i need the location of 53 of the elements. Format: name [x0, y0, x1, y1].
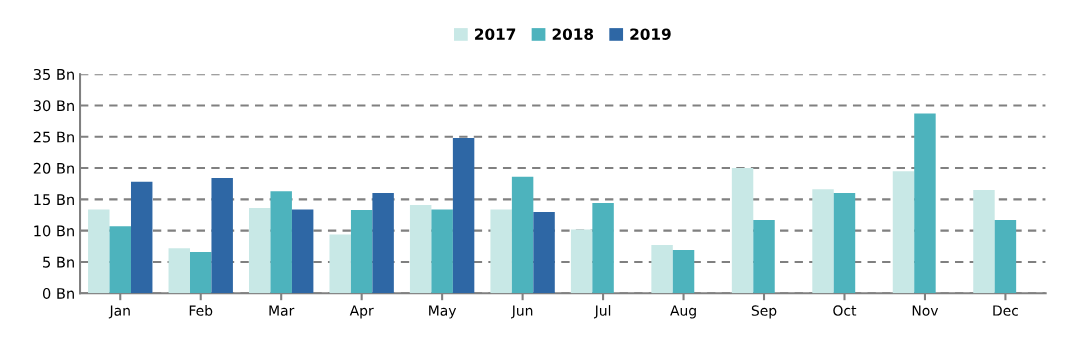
bar — [249, 208, 271, 294]
bar — [88, 209, 110, 294]
bar — [812, 189, 834, 294]
bar — [452, 138, 475, 294]
bar — [190, 251, 212, 294]
bar — [533, 211, 555, 294]
y-tick-label: 5 Bn — [43, 256, 74, 268]
y-tick-label: 35 Bn — [33, 68, 74, 80]
bar — [168, 248, 190, 294]
bar — [490, 209, 512, 294]
x-tick-label: Jul — [593, 305, 611, 319]
bar — [130, 181, 153, 294]
bar — [592, 203, 614, 294]
x-tick-label: Jun — [511, 305, 533, 319]
y-tick-label: 25 Bn — [33, 131, 74, 143]
x-tick-label: Nov — [912, 305, 939, 316]
x-tick-label: Dec — [993, 305, 1018, 316]
y-tick-label: 10 Bn — [34, 225, 74, 237]
y-tick-label: 15 Bn — [34, 194, 74, 206]
x-tick-label: Feb — [189, 305, 213, 316]
bar — [994, 220, 1017, 294]
x-tick-label: Aug — [670, 305, 696, 319]
bar — [270, 191, 292, 294]
y-tick-label: 20 Bn — [33, 162, 74, 174]
bar — [109, 226, 131, 294]
bar — [833, 193, 856, 294]
bar — [731, 168, 754, 294]
y-tick-label: 30 Bn — [33, 100, 74, 112]
x-tick-label: Sep — [751, 305, 777, 319]
legend-label: 2017 — [475, 28, 516, 40]
bar — [651, 245, 673, 294]
bar — [892, 171, 915, 294]
x-tick-label: Oct — [833, 305, 857, 316]
x-tick-label: May — [429, 305, 457, 319]
legend-label: 2019 — [630, 28, 671, 40]
bar — [753, 220, 775, 294]
bar — [409, 204, 432, 294]
legend-label: 2018 — [552, 28, 594, 40]
bar — [511, 176, 534, 294]
x-tick-label: Jan — [108, 305, 130, 319]
x-tick-label: Mar — [269, 305, 295, 316]
x-tick-label: Apr — [349, 305, 374, 319]
bar — [329, 234, 351, 294]
bar — [211, 178, 233, 294]
bar — [291, 209, 314, 294]
y-tick-label: 0 Bn — [42, 287, 74, 299]
bar — [350, 210, 373, 294]
bar — [372, 193, 394, 294]
bar — [672, 250, 695, 294]
bar — [431, 209, 453, 294]
bar — [570, 229, 593, 294]
bar — [914, 113, 936, 294]
bar — [973, 189, 995, 294]
